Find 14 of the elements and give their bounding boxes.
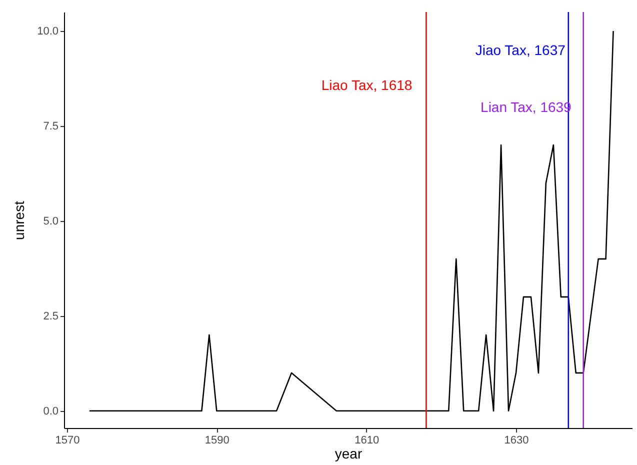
y-axis-title: unrest <box>11 200 28 240</box>
y-tick-label: 0.0 <box>43 405 58 418</box>
y-tick-label: 10.0 <box>37 25 58 38</box>
y-tick-label: 7.5 <box>43 120 58 132</box>
ref-line-label: Liao Tax, 1618 <box>321 77 412 93</box>
x-tick-label: 1630 <box>504 434 529 446</box>
x-tick-label: 1590 <box>204 434 230 446</box>
ref-line-label: Jiao Tax, 1637 <box>475 42 566 58</box>
line-series <box>88 30 614 412</box>
y-tick-label: 2.5 <box>43 310 58 322</box>
y-tick-label: 5.0 <box>43 215 58 228</box>
x-tick-label: 1610 <box>354 434 380 446</box>
x-tick-label: 1570 <box>55 434 80 446</box>
x-axis-title: year <box>334 446 362 462</box>
